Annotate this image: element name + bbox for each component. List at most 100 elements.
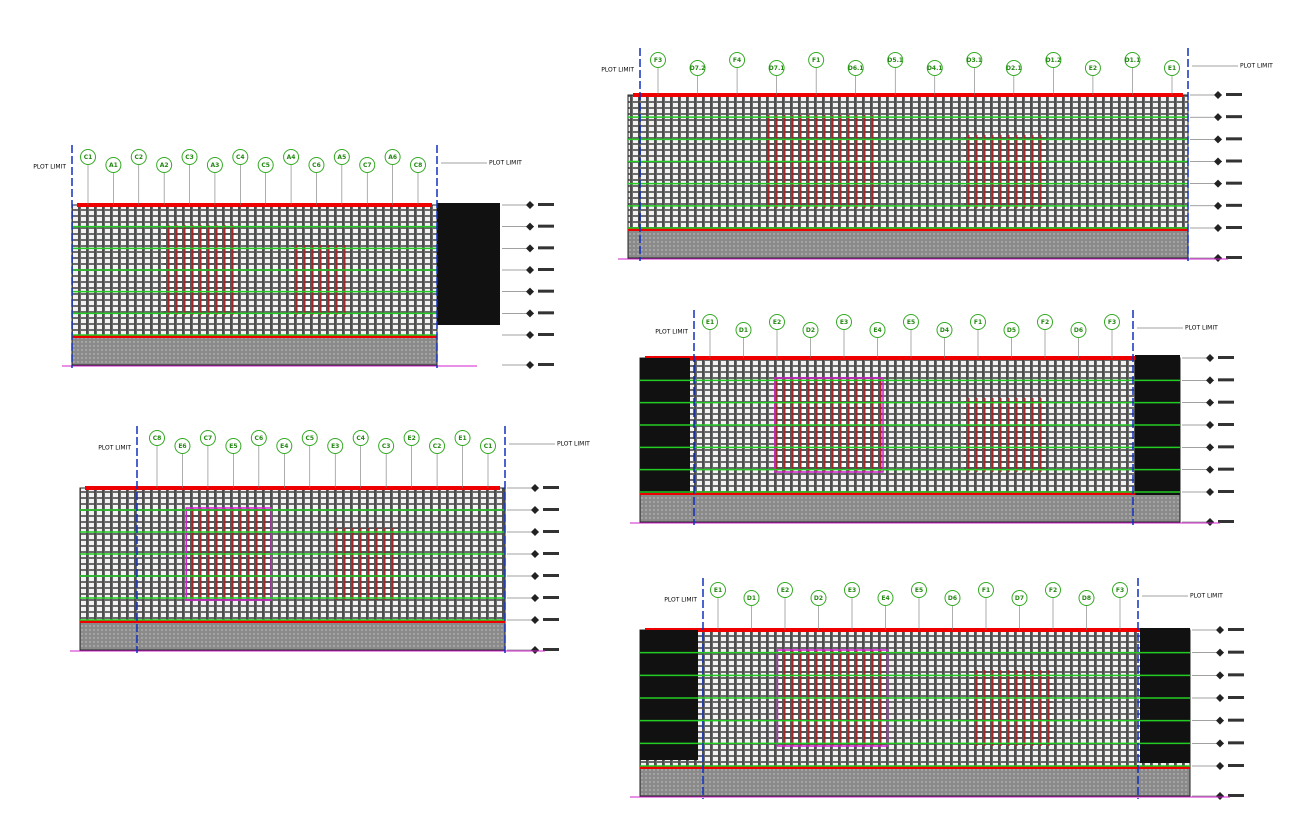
roof-band [645,356,1175,360]
grid-label: E3 [848,587,856,594]
grid-bubble [978,582,994,598]
level-marker [1216,716,1224,725]
level-marker [1216,762,1224,770]
grid-label: C7 [363,162,372,169]
level-note [538,363,554,366]
level-marker [1214,254,1222,262]
level-note [538,289,554,293]
grid-bubble [903,314,919,330]
grid-bubble [1112,582,1128,598]
level-note [538,224,554,228]
level-note [1226,159,1242,163]
level-marker [1214,224,1222,232]
level-note [1228,741,1244,745]
grid-bubble [403,430,420,446]
grid-label: A4 [287,154,296,161]
grid-label: E1 [714,587,722,594]
grid-bubble [378,438,395,454]
grid-bubble [454,430,471,446]
grid-bubble [836,314,852,330]
grid-label: D7.2 [690,65,706,72]
level-marker [1214,179,1222,188]
grid-label: E5 [915,587,923,594]
plot-limit-label: PLOT LIMIT [655,329,688,336]
level-note [538,333,554,336]
grid-label: C4 [356,435,365,442]
plot-limit-label: PLOT LIMIT [664,597,697,604]
plot-limit-label: PLOT LIMIT [489,160,522,167]
grid-bubble [225,438,242,454]
level-note [1218,467,1234,471]
facade-feature [335,528,399,600]
grid-bubble [936,322,953,338]
level-marker [1206,518,1214,526]
grid-label: D8 [1082,595,1091,602]
grid-label: A6 [388,154,397,161]
grid-label: D2 [806,327,815,334]
dark-block [1140,628,1190,763]
plot-limit-label: PLOT LIMIT [33,164,66,171]
grid-bubble [333,149,350,165]
level-marker [1206,376,1214,385]
roof-band [77,203,432,207]
level-note [543,552,559,555]
grid-label: D6.1 [848,65,864,72]
grid-label: D1 [747,595,756,602]
level-note [1228,718,1244,722]
grid-bubble [802,322,819,338]
level-note [1226,203,1242,207]
level-marker [1216,648,1224,657]
podium [71,334,438,366]
grid-bubble [352,430,369,446]
level-note [1218,356,1234,359]
podium [639,765,1191,797]
dark-block [437,203,500,325]
grid-bubble [1005,60,1022,76]
podium-band [80,620,505,623]
level-note [1218,445,1234,449]
grid-bubble [232,149,249,165]
level-note [1226,256,1242,259]
grid-bubble [384,149,401,165]
grid-label: C1 [84,154,93,161]
grid-bubble [887,52,904,68]
grid-label: C6 [255,435,264,442]
grid-bubble [847,60,864,76]
level-marker [526,244,534,253]
level-marker [1206,354,1214,362]
grid-bubble [769,314,785,330]
grid-label: A1 [109,162,118,169]
level-marker [526,331,534,339]
level-note [1218,490,1234,493]
grid-label: E2 [407,435,415,442]
grid-label: C3 [185,154,194,161]
grid-label: D7.1 [769,65,785,72]
level-note [1218,378,1234,382]
grid-bubble [1084,60,1101,76]
grid-label: C1 [484,443,493,450]
level-marker [1216,671,1224,680]
level-marker [531,528,539,536]
grid-bubble [276,438,293,454]
grid-bubble [877,590,894,606]
level-note [1226,137,1242,141]
grid-label: A2 [160,162,169,169]
level-note [538,311,554,315]
grid-label: D1.2 [1046,57,1062,64]
level-note [543,618,559,621]
level-marker [1214,113,1222,122]
elevation: PLOT LIMIT PLOT LIMIT E1 D1 E2 D2 E3 E4 E5 D6 F1 D7… [630,578,1244,800]
roof-band [645,628,1185,632]
elevation: PLOT LIMIT PLOT LIMIT F3 D7.2 F4 D7.1 F1 D6.1 D5… [601,48,1273,262]
grid-bubble [844,582,860,598]
level-note [543,574,559,577]
podium-band [72,335,437,338]
level-note [543,648,559,651]
grid-label: A5 [337,154,346,161]
grid-bubble [729,52,746,68]
level-marker [1214,91,1222,99]
level-marker [1214,157,1222,166]
grid-bubble [702,314,718,330]
grid-bubble [1078,590,1095,606]
